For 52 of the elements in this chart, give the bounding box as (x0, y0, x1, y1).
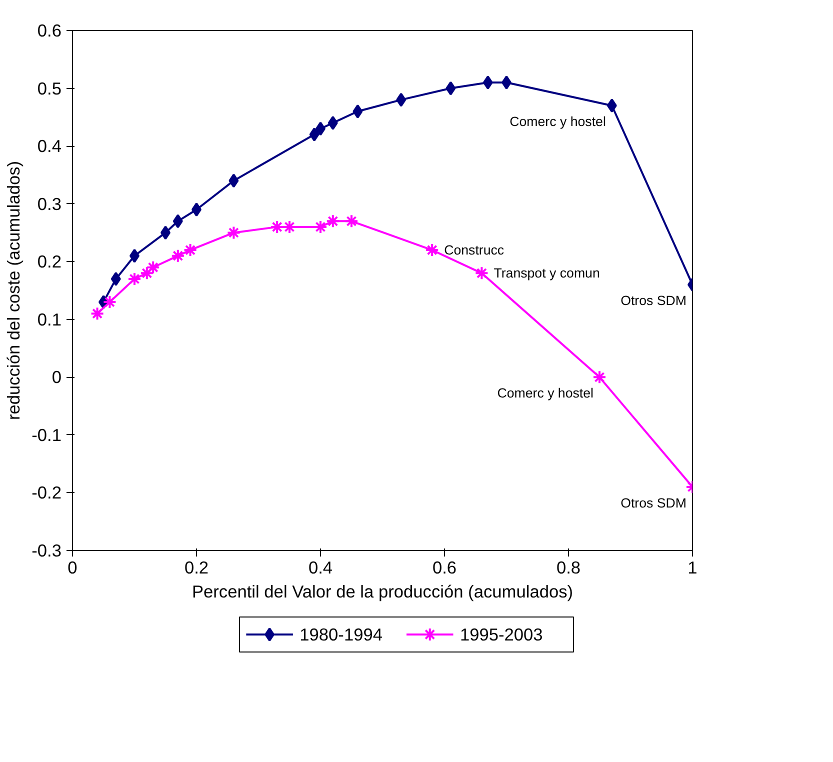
annotation: Transpot y comun (494, 266, 600, 281)
x-tick-label: 0.4 (308, 558, 333, 578)
point (170, 248, 185, 263)
point (282, 220, 296, 234)
legend-label: 1995-2003 (460, 624, 543, 644)
point (228, 174, 239, 188)
y-tick-label: 0.6 (37, 20, 62, 40)
point (502, 76, 512, 90)
point (474, 266, 489, 280)
point (110, 272, 121, 286)
point (326, 214, 340, 228)
annotation: Comerc y hostel (510, 114, 606, 130)
x-tick-label: 0.2 (184, 558, 209, 578)
y-tick-label: 0 (52, 367, 62, 388)
point (183, 243, 198, 258)
point (396, 92, 406, 107)
point (309, 128, 320, 142)
point (140, 266, 154, 280)
y-axis-title: reducción del coste (acumulados) (4, 160, 24, 420)
y-tick-label: -0.3 (32, 540, 62, 560)
point (606, 98, 617, 113)
y-tick-label: 0.1 (37, 309, 62, 330)
annotation: Otros SDM (620, 495, 686, 510)
point (425, 243, 440, 258)
point (172, 214, 183, 228)
point (344, 214, 358, 228)
x-tick-label: 1 (688, 558, 698, 578)
y-tick-label: -0.1 (32, 424, 62, 445)
point (146, 260, 160, 274)
x-axis-title: Percentil del Valor de la producción (acumulados) (192, 582, 574, 602)
point (128, 272, 142, 286)
x-tick-label: 0 (68, 558, 78, 578)
point (328, 116, 338, 130)
y-tick-label: 0.2 (37, 252, 62, 272)
point (352, 104, 363, 118)
point (314, 220, 328, 234)
y-tick-label: 0.4 (37, 136, 62, 156)
annotation: Otros SDM (620, 293, 686, 308)
y-tick-label: -0.2 (32, 482, 62, 503)
annotation: Construcc (444, 242, 504, 258)
point (482, 76, 493, 90)
point (592, 370, 606, 384)
x-tick-label: 0.6 (432, 558, 457, 578)
point (102, 295, 117, 310)
legend-label: 1980-1994 (300, 624, 383, 644)
point (226, 226, 241, 240)
x-tick-label: 0.8 (556, 558, 581, 578)
y-tick-label: 0.3 (37, 194, 62, 214)
point (446, 81, 456, 96)
point (90, 306, 104, 321)
y-tick-label: 0.5 (37, 78, 62, 98)
annotation: Comerc y hostel (497, 386, 594, 401)
